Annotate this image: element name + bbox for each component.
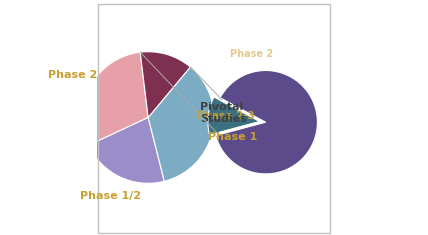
Wedge shape: [140, 52, 190, 118]
Text: Phase 1: Phase 1: [208, 132, 258, 142]
Wedge shape: [148, 67, 214, 181]
Text: Phase 2: Phase 2: [48, 70, 97, 80]
Text: Phase 2-3: Phase 2-3: [196, 111, 254, 121]
Text: Pivotal
Studies: Pivotal Studies: [200, 102, 247, 124]
Wedge shape: [216, 70, 318, 174]
Wedge shape: [208, 97, 259, 135]
Text: Phase 1/2: Phase 1/2: [80, 191, 142, 201]
Wedge shape: [89, 118, 164, 183]
Text: Phase 2: Phase 2: [230, 49, 273, 59]
Wedge shape: [83, 52, 148, 145]
